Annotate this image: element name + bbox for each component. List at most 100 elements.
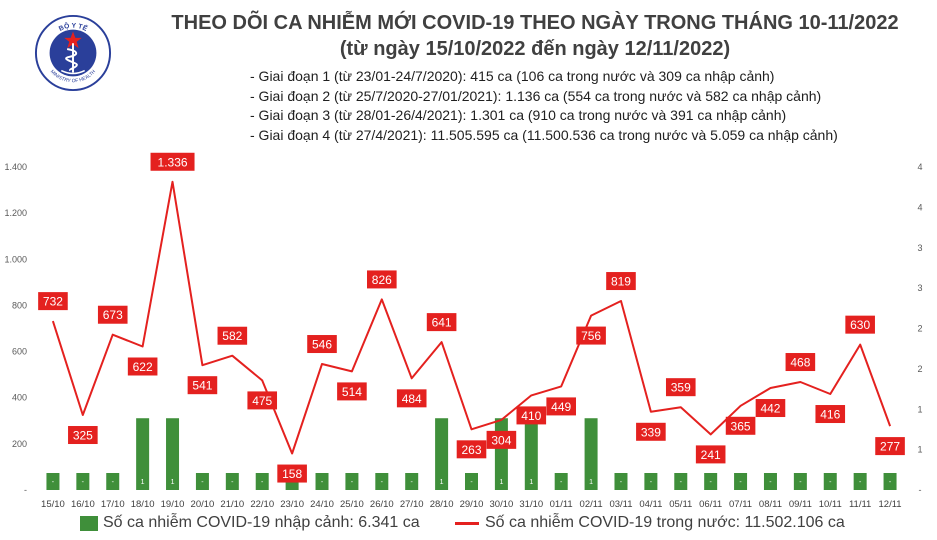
x-axis-label: 23/10 [280, 499, 304, 510]
bar-imported-label: - [52, 479, 55, 486]
x-axis-label: 27/10 [400, 499, 424, 510]
data-label-box [486, 430, 517, 449]
data-label: 158 [282, 467, 302, 481]
phase-item: - Giai đoạn 1 (từ 23/01-24/7/2020): 415 … [250, 68, 775, 84]
bar-imported-label: - [201, 479, 204, 486]
domestic-cases-line [51, 180, 892, 455]
bar-imported-label: - [351, 479, 354, 486]
bar-imported [853, 473, 867, 490]
x-axis-label: 29/10 [460, 499, 484, 510]
bar-imported [315, 473, 329, 490]
phase-summary-list: - Giai đoạn 1 (từ 23/01-24/7/2020): 415 … [250, 67, 838, 145]
x-axis-label: 15/10 [41, 499, 65, 510]
data-label: 277 [880, 440, 900, 454]
left-axis-tick: 200 [12, 439, 27, 449]
data-label-box [367, 270, 397, 289]
data-label: 365 [731, 419, 751, 433]
bar-imported-label: - [112, 479, 115, 486]
bar-imported-label: - [470, 479, 473, 486]
legend-swatch-bar [80, 515, 98, 531]
data-label: 304 [491, 433, 511, 447]
data-label-box [396, 389, 427, 408]
data-label: 449 [551, 400, 571, 414]
legend-swatch-line [455, 521, 479, 525]
data-label-box [307, 335, 337, 354]
legend-label-imported: Số ca nhiễm COVID-19 nhập cảnh: 6.341 ca [103, 514, 420, 531]
x-axis-label: 05/11 [669, 499, 692, 510]
x-axis-label: 08/11 [759, 499, 782, 510]
x-axis-label: 19/10 [161, 499, 185, 510]
bar-imported-label: - [889, 479, 892, 486]
left-axis-tick: 800 [12, 300, 27, 310]
data-label: 484 [402, 392, 422, 406]
right-axis-tick: 1 [917, 445, 922, 455]
x-axis-label: 17/10 [101, 499, 125, 510]
bar-imported-label: - [82, 479, 85, 486]
data-label: 819 [611, 275, 631, 289]
bar-imported-label: - [261, 479, 264, 486]
x-axis-label: 30/10 [490, 499, 514, 510]
bar-imported-label: - [560, 479, 563, 486]
bar-imported-label: - [321, 479, 324, 486]
x-axis-label: 20/10 [191, 499, 215, 510]
x-axis-label: 26/10 [370, 499, 394, 510]
bar-imported [255, 473, 269, 490]
data-label: 339 [641, 425, 661, 439]
data-label: 622 [133, 360, 153, 374]
data-label-box [725, 416, 756, 435]
data-label-box [576, 326, 606, 345]
data-label: 826 [372, 273, 392, 287]
imported-cases-bars: ---11--------1-11-1---------- [46, 418, 897, 490]
data-label: 514 [342, 385, 362, 399]
chart-legend: Số ca nhiễm COVID-19 nhập cảnh: 6.341 ca… [0, 514, 937, 538]
bar-imported-label: - [799, 479, 802, 486]
bar-imported [106, 473, 120, 490]
x-axis-label: 03/11 [609, 499, 632, 510]
right-axis-tick: 4 [917, 202, 922, 212]
data-label-box [845, 315, 875, 334]
bar-imported [734, 473, 748, 490]
bar-imported-label: - [680, 479, 683, 486]
bar-imported-label: - [739, 479, 742, 486]
bar-imported-label: - [829, 479, 832, 486]
x-axis-label: 18/10 [131, 499, 155, 510]
data-label: 263 [461, 443, 481, 457]
bar-imported [375, 473, 389, 490]
domestic-cases-line-layer [51, 180, 892, 455]
data-label: 325 [73, 429, 93, 443]
left-axis-tick: 1.000 [4, 254, 27, 264]
left-axis-tick: 1.200 [4, 208, 27, 218]
data-label-box [127, 357, 158, 376]
bar-imported-label: 1 [440, 479, 444, 486]
data-label: 442 [760, 402, 780, 416]
bar-imported-label: 1 [529, 479, 533, 486]
x-axis-label: 11/11 [849, 499, 871, 510]
bar-imported-label: - [620, 479, 623, 486]
data-label-box [695, 445, 726, 464]
x-axis-label: 21/10 [220, 499, 244, 510]
x-axis-label: 28/10 [430, 499, 454, 510]
legend-label-domestic: Số ca nhiễm COVID-19 trong nước: 11.502.… [485, 514, 845, 531]
right-axis-tick: - [919, 485, 922, 495]
data-label: 410 [521, 409, 541, 423]
data-label-box [875, 437, 905, 456]
chart-subtitle: (từ ngày 15/10/2022 đến ngày 12/11/2022) [339, 38, 731, 60]
phase-item: - Giai đoạn 4 (từ 27/4/2021): 11.505.595… [250, 126, 838, 143]
left-axis-tick: 600 [12, 347, 27, 357]
data-label: 241 [701, 448, 721, 462]
data-label: 546 [312, 338, 332, 352]
bar-imported [554, 473, 568, 490]
legend-item-domestic: Số ca nhiễm COVID-19 trong nước: 11.502.… [455, 514, 845, 532]
bar-imported [435, 418, 449, 490]
left-axis-ticks: - 200 400 600 800 1.000 1.200 1.400 [4, 162, 27, 495]
x-axis-label: 02/11 [580, 499, 603, 510]
bar-imported [76, 473, 90, 490]
x-axis-label: 01/11 [550, 499, 573, 510]
legend-item-imported: Số ca nhiễm COVID-19 nhập cảnh: 6.341 ca [80, 514, 420, 532]
data-label: 756 [581, 329, 601, 343]
bar-imported-label: - [769, 479, 772, 486]
data-label-box [187, 376, 218, 395]
data-label-box [755, 399, 786, 418]
data-label: 359 [671, 381, 691, 395]
data-label-box [516, 406, 547, 425]
